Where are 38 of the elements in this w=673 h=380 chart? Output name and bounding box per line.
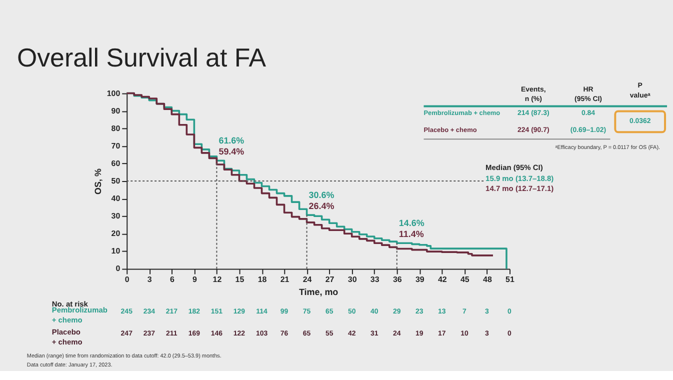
annotation: 30.6% — [308, 190, 334, 200]
x-tick-label: 9 — [192, 275, 198, 284]
x-tick-label: 36 — [392, 275, 402, 284]
y-tick-label: 60 — [111, 158, 121, 168]
y-tick-label: 80 — [111, 124, 121, 133]
annotation: 61.6% — [218, 136, 244, 146]
x-tick-label: 42 — [438, 275, 448, 284]
x-tick-label: 18 — [258, 275, 268, 284]
y-axis-title: OS, % — [92, 168, 103, 194]
y-tick-label: 0 — [116, 264, 121, 274]
x-tick-label: 51 — [506, 275, 515, 284]
y-tick-label: 20 — [111, 229, 121, 238]
x-tick-label: 21 — [280, 275, 290, 284]
x-tick-label: 27 — [325, 275, 335, 284]
x-tick-label: 39 — [415, 275, 425, 284]
x-tick-label: 15 — [235, 275, 245, 284]
x-tick-label: 30 — [348, 275, 358, 284]
x-axis-title: Time, mo — [298, 287, 339, 298]
y-tick-label: 70 — [111, 141, 121, 150]
x-tick-label: 6 — [170, 275, 175, 284]
annotation: 14.6% — [398, 218, 424, 228]
x-tick-label: 0 — [124, 275, 130, 284]
y-tick-label: 30 — [111, 212, 121, 221]
y-tick-label: 90 — [111, 106, 121, 116]
x-tick-label: 24 — [302, 275, 312, 284]
chart-title: Overall Survival at FA — [16, 44, 267, 72]
x-tick-label: 48 — [483, 275, 492, 284]
annotation: 11.4% — [398, 229, 424, 240]
x-tick-label: 12 — [212, 275, 222, 284]
y-tick-label: 100 — [106, 88, 121, 98]
annotation: 26.4% — [308, 201, 334, 212]
y-tick-label: 40 — [111, 194, 121, 204]
x-tick-label: 3 — [147, 275, 152, 284]
y-tick-label: 50 — [111, 176, 121, 186]
annotation: 59.4% — [218, 146, 244, 157]
x-tick-label: 45 — [460, 275, 470, 284]
x-tick-label: 33 — [370, 275, 380, 284]
y-tick-label: 10 — [111, 246, 121, 256]
